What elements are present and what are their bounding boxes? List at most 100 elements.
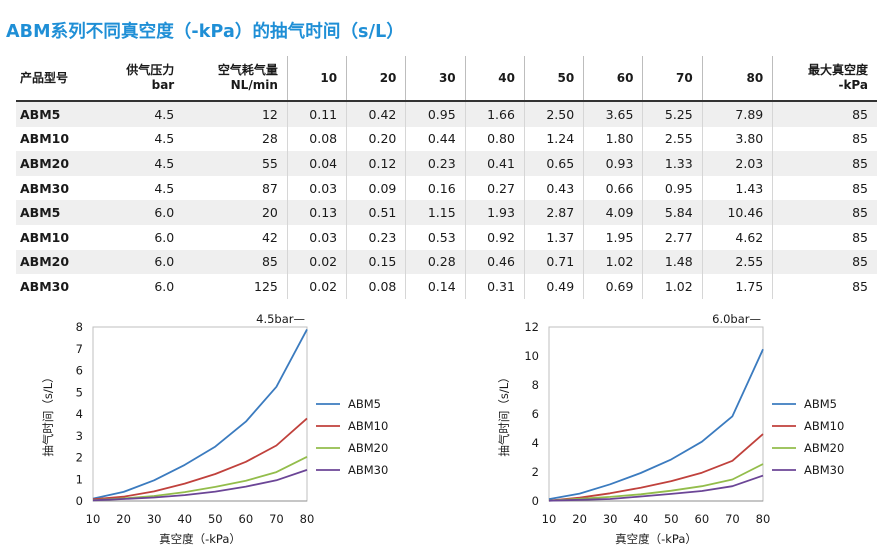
table-row: ABM5 4.5 12 0.11 0.42 0.95 1.66 2.50 3.65 5.25 7.8… xyxy=(16,101,877,127)
cell-evacuation-time: 1.15 xyxy=(405,200,466,225)
cell-evacuation-time: 0.23 xyxy=(346,224,407,250)
cell-max-vacuum: 85 xyxy=(772,101,877,127)
header-vacuum-80: 80 xyxy=(702,56,774,102)
cell-evacuation-time: 1.02 xyxy=(642,274,703,299)
cell-max-vacuum: 85 xyxy=(852,278,868,294)
cell-max-vacuum: 85 xyxy=(772,151,877,176)
y-axis-label: 抽气时间（s/L） xyxy=(497,371,511,456)
header-vacuum-40-label: 40 xyxy=(498,70,515,85)
cell-evacuation-time: 3.80 xyxy=(702,126,774,152)
cell-air-consumption: 85 xyxy=(183,249,288,275)
header-supply-pressure-unit: bar xyxy=(151,78,175,92)
table-header-row: 产品型号 供气压力 bar 空气耗气量 NL/min 10 20 30 40 50 … xyxy=(16,56,877,102)
y-tick-label: 6 xyxy=(532,407,539,421)
cell-evacuation-time: 0.93 xyxy=(583,151,644,176)
cell-evacuation-time: 5.25 xyxy=(642,101,703,127)
cell-evacuation-time: 1.75 xyxy=(702,274,774,299)
legend-label: ABM5 xyxy=(348,397,381,411)
header-vacuum-70: 70 xyxy=(642,56,703,102)
plot-frame xyxy=(92,326,308,502)
header-vacuum-70-label: 70 xyxy=(676,70,693,85)
header-vacuum-60-label: 60 xyxy=(616,70,634,85)
x-tick-label: 20 xyxy=(572,512,587,526)
cell-air-consumption: 42 xyxy=(183,224,288,250)
series-line-abm5 xyxy=(92,328,308,500)
cell-evacuation-time: 0.69 xyxy=(583,274,644,299)
cell-evacuation-time: 0.95 xyxy=(405,101,466,127)
x-tick-label: 60 xyxy=(239,512,254,526)
cell-supply-pressure: 6.0 xyxy=(96,200,184,225)
series-line-abm30 xyxy=(92,469,308,502)
cell-evacuation-time: 1.66 xyxy=(465,101,525,127)
table-row: ABM20 4.5 55 0.04 0.12 0.23 0.41 0.65 0.93 1.33 2.… xyxy=(16,151,877,176)
header-vacuum-60: 60 xyxy=(583,56,644,102)
chart-4-5bar: 4.5bar— 0 1 2 3 4 5 6 7 8 10 20 30 40 50 60 70 80 真空度（-kPa… xyxy=(41,312,388,546)
y-tick-label: 10 xyxy=(524,349,539,363)
cell-evacuation-time: 0.95 xyxy=(642,175,703,201)
cell-evacuation-time: 0.23 xyxy=(405,151,466,176)
cell-evacuation-time: 2.50 xyxy=(524,101,585,127)
x-tick-label: 70 xyxy=(269,512,284,526)
chart-title: 6.0bar— xyxy=(712,312,761,326)
cell-evacuation-time: 2.55 xyxy=(642,126,703,152)
x-tick-label: 40 xyxy=(633,512,648,526)
cell-evacuation-time: 0.46 xyxy=(465,249,525,275)
chart-title: 4.5bar— xyxy=(256,312,305,326)
cell-air-consumption: 12 xyxy=(183,101,288,127)
series-line-abm10 xyxy=(548,433,764,502)
y-tick-label: 2 xyxy=(76,451,83,465)
cell-evacuation-time: 0.11 xyxy=(287,101,348,127)
cell-evacuation-time: 0.27 xyxy=(465,175,525,201)
cell-evacuation-time: 0.80 xyxy=(465,126,525,152)
cell-evacuation-time: 0.92 xyxy=(465,224,525,250)
cell-max-vacuum: 85 xyxy=(852,131,868,147)
cell-evacuation-time: 0.08 xyxy=(346,274,407,299)
y-tick-label: 8 xyxy=(532,378,539,392)
header-vacuum-50: 50 xyxy=(524,56,585,102)
y-tick-label: 2 xyxy=(532,465,539,479)
legend-label: ABM30 xyxy=(804,463,844,477)
header-vacuum-30: 30 xyxy=(405,56,466,102)
cell-evacuation-time: 0.66 xyxy=(583,175,644,201)
x-tick-label: 80 xyxy=(300,512,315,526)
cell-evacuation-time: 1.24 xyxy=(524,126,585,152)
cell-evacuation-time: 1.02 xyxy=(583,249,644,275)
series-line-abm10 xyxy=(92,417,308,501)
cell-model: ABM30 xyxy=(20,278,70,294)
cell-evacuation-time: 0.16 xyxy=(405,175,466,201)
cell-evacuation-time: 0.03 xyxy=(287,224,348,250)
cell-evacuation-time: 7.89 xyxy=(702,101,774,127)
cell-supply-pressure: 4.5 xyxy=(96,151,184,176)
series-line-abm20 xyxy=(548,463,764,502)
header-max-vacuum-unit: -kPa xyxy=(838,78,868,92)
cell-evacuation-time: 0.13 xyxy=(287,200,348,225)
header-vacuum-50-label: 50 xyxy=(557,70,575,85)
cell-supply-pressure: 4.5 xyxy=(96,101,184,127)
cell-evacuation-time: 0.53 xyxy=(405,224,466,250)
cell-evacuation-time: 0.51 xyxy=(346,200,407,225)
cell-evacuation-time: 0.15 xyxy=(346,249,407,275)
x-tick-label: 60 xyxy=(695,512,710,526)
cell-evacuation-time: 0.41 xyxy=(465,151,525,176)
header-air-consumption: 空气耗气量 NL/min xyxy=(183,56,288,102)
y-tick-label: 0 xyxy=(532,494,539,508)
table-row: ABM20 6.0 85 0.02 0.15 0.28 0.46 0.71 1.02 1.48 2.… xyxy=(16,249,877,275)
chart-6-0bar: 6.0bar— 0 2 4 6 8 10 12 10 20 30 40 50 60 70 80 真空度（-kPa… xyxy=(497,312,844,546)
header-vacuum-10: 10 xyxy=(287,56,348,102)
cell-evacuation-time: 3.65 xyxy=(583,101,644,127)
cell-evacuation-time: 0.02 xyxy=(287,274,348,299)
cell-max-vacuum: 85 xyxy=(852,229,868,245)
cell-air-consumption: 55 xyxy=(183,151,288,176)
x-tick-label: 70 xyxy=(725,512,740,526)
table-body: ABM5 4.5 12 0.11 0.42 0.95 1.66 2.50 3.65 5.25 7.8… xyxy=(16,101,877,299)
cell-supply-pressure: 6.0 xyxy=(154,229,175,245)
cell-evacuation-time: 2.55 xyxy=(702,249,774,275)
cell-evacuation-time: 2.03 xyxy=(702,151,774,176)
plot-frame xyxy=(548,326,764,502)
header-vacuum-30-label: 30 xyxy=(438,70,456,85)
header-max-vacuum-label: 最大真空度 xyxy=(807,63,868,77)
header-model: 产品型号 xyxy=(16,56,97,102)
x-tick-label: 50 xyxy=(208,512,223,526)
x-tick-label: 30 xyxy=(603,512,618,526)
cell-evacuation-time: 0.65 xyxy=(524,151,585,176)
